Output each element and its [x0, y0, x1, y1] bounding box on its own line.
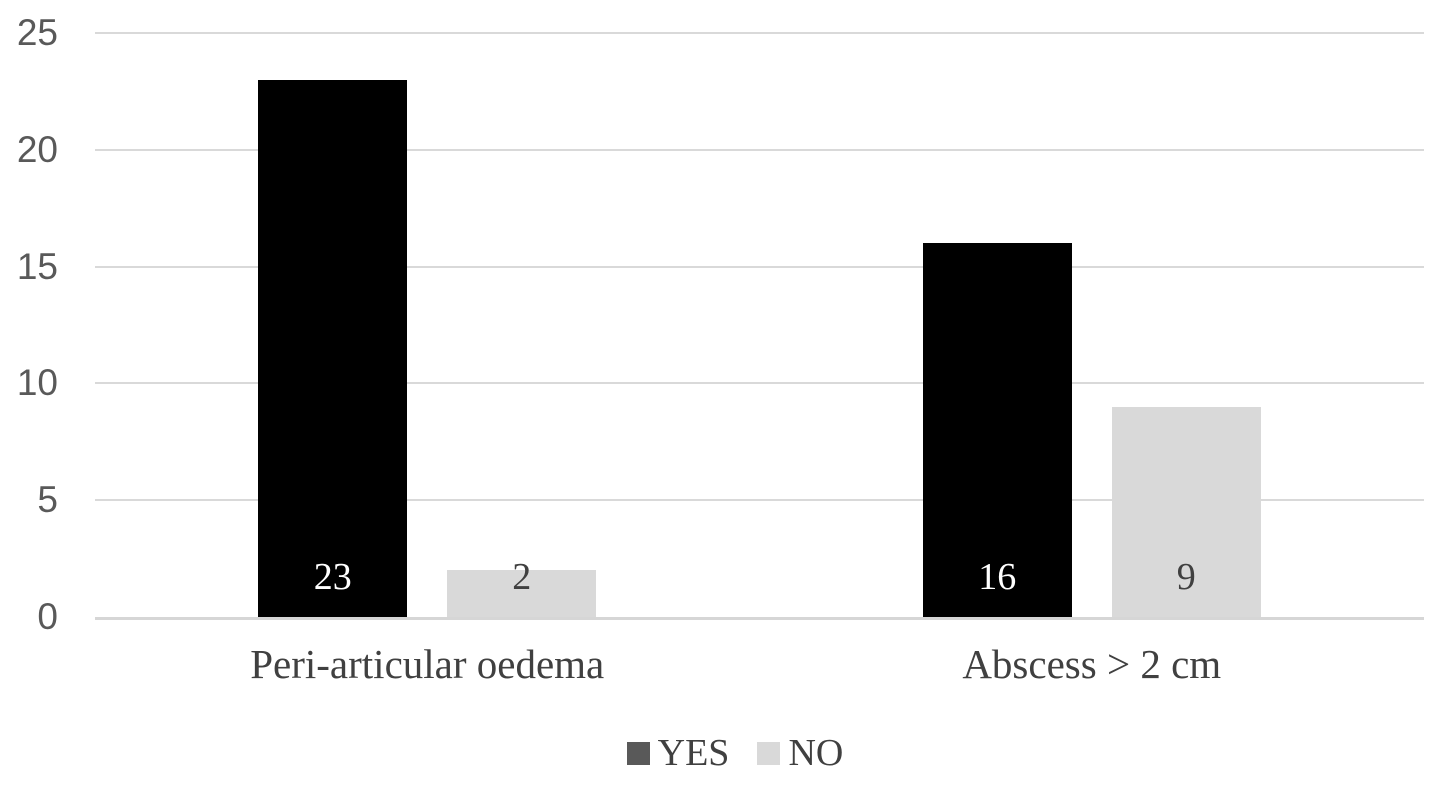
- plot-area: 23 2 16 9: [95, 32, 1425, 620]
- x-axis-line: [95, 617, 1424, 620]
- bar-group: 16 9: [760, 33, 1425, 617]
- y-axis-tick-label: 20: [16, 128, 58, 170]
- category-axis: Peri-articular oedema Abscess > 2 cm: [95, 640, 1424, 688]
- category-label: Abscess > 2 cm: [962, 641, 1222, 687]
- y-axis-tick-label: 10: [16, 362, 58, 404]
- bar-yes-2: 16: [922, 243, 1072, 617]
- legend-item-yes: YES: [626, 732, 730, 774]
- bar-value-label: 9: [1176, 556, 1196, 598]
- legend-swatch-icon: [757, 741, 781, 765]
- y-axis-tick-label: 5: [37, 479, 58, 521]
- legend-label: NO: [788, 732, 844, 774]
- gridline: [95, 265, 1424, 268]
- bar-group: 23 2: [95, 33, 760, 617]
- y-axis-tick-label: 0: [37, 596, 58, 637]
- bar-no-2: 9: [1111, 406, 1261, 617]
- y-axis-tick-label: 15: [16, 245, 58, 287]
- gridline: [95, 148, 1424, 151]
- y-axis: 0 5 10 15 20 25: [0, 13, 58, 637]
- legend-label: YES: [657, 732, 730, 774]
- bar-value-label: 23: [313, 556, 352, 598]
- bar-no-1: 2: [447, 557, 597, 617]
- bar-value-label: 16: [978, 556, 1017, 598]
- bar-yes-1: 23: [258, 79, 408, 617]
- gridline: [95, 382, 1424, 385]
- legend: YES NO: [14, 733, 1442, 773]
- legend-item-no: NO: [757, 733, 843, 773]
- y-axis-tick-label: 25: [16, 12, 58, 53]
- bar-value-label: 2: [512, 556, 532, 598]
- legend-swatch-icon: [626, 741, 650, 765]
- category-label: Peri-articular oedema: [250, 641, 605, 687]
- gridline: [95, 32, 1424, 34]
- gridline: [95, 499, 1424, 502]
